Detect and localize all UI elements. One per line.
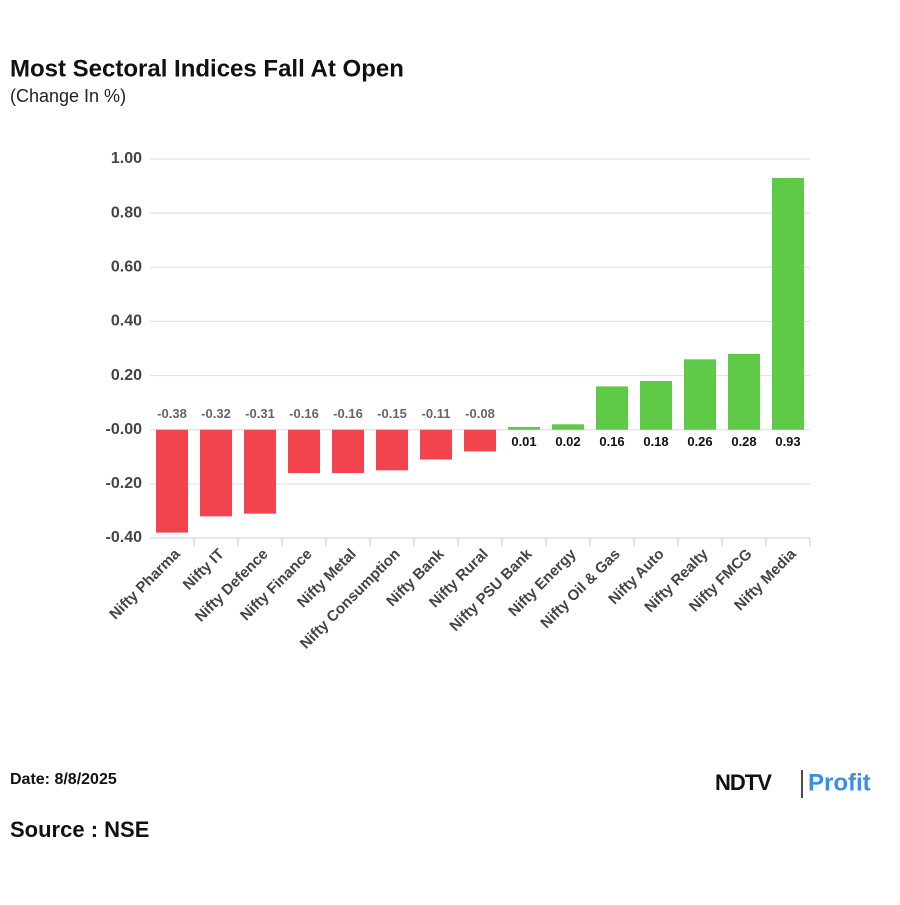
data-label: -0.16 (289, 406, 319, 421)
data-label: 0.01 (511, 434, 536, 449)
bar (376, 429, 408, 471)
y-tick-label: 0.60 (111, 259, 142, 276)
y-tick-label: 0.20 (111, 367, 142, 384)
data-label: 0.28 (731, 434, 756, 449)
y-tick-label: 0.40 (111, 313, 142, 330)
data-label: -0.08 (465, 406, 495, 421)
data-label: -0.31 (245, 406, 275, 421)
bar (420, 429, 452, 460)
data-label: -0.11 (422, 406, 451, 421)
data-label: 0.26 (687, 434, 712, 449)
bar (596, 386, 628, 430)
chart-title: Most Sectoral Indices Fall At Open (10, 55, 404, 82)
data-label: -0.16 (333, 406, 363, 421)
bar (200, 429, 232, 517)
y-tick-label: -0.40 (106, 529, 143, 546)
bar (552, 424, 584, 430)
logo-brand: NDTV (715, 770, 772, 795)
bar (772, 177, 804, 430)
bar (464, 429, 496, 452)
data-label: 0.16 (599, 434, 624, 449)
bar (684, 359, 716, 430)
y-tick-label: -0.00 (106, 421, 143, 438)
chart-subtitle: (Change In %) (10, 86, 126, 106)
bar (288, 429, 320, 474)
data-label: -0.32 (201, 406, 231, 421)
y-tick-label: 1.00 (111, 150, 142, 167)
data-label: 0.18 (643, 434, 668, 449)
data-label: 0.02 (555, 434, 580, 449)
source: Source : NSE (10, 817, 149, 842)
x-tick-label: Nifty Oil & Gas (537, 546, 623, 632)
y-tick-label: -0.20 (106, 475, 143, 492)
logo-product: Profit (808, 769, 871, 796)
bar (244, 429, 276, 514)
bar (332, 429, 364, 474)
y-tick-label: 0.80 (111, 204, 142, 221)
data-label: 0.93 (775, 434, 800, 449)
bar (728, 353, 760, 430)
bar (156, 429, 188, 533)
bar (508, 427, 540, 430)
data-label: -0.38 (157, 406, 187, 421)
data-label: -0.15 (377, 406, 407, 421)
date: Date: 8/8/2025 (10, 771, 117, 788)
bar (640, 380, 672, 430)
x-tick-label: Nifty Pharma (106, 545, 184, 623)
